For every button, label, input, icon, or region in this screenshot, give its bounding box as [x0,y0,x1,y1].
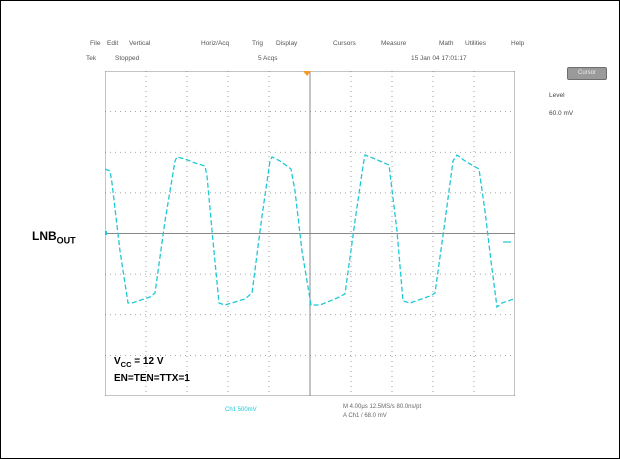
ground-level-marker [105,231,107,235]
trigger-readout: A Ch1 / 68.0 mV [343,413,387,419]
ch1-waveform [105,154,515,309]
menu-display[interactable]: Display [276,40,298,47]
menu-utilities[interactable]: Utilities [465,40,486,47]
acq-count: 5 Acqs [258,55,278,62]
menu-vertical[interactable]: Vertical [129,40,151,47]
menu-measure[interactable]: Measure [381,40,407,47]
menu-file[interactable]: File [90,40,101,47]
graticule [105,71,515,396]
level-label: Level [549,92,565,99]
enables-annotation: EN=TEN=TTX=1 [114,373,190,384]
menu-bar: File Edit Vertical Horiz/Acq Trig Displa… [90,40,560,52]
timebase-readout: M 4.00μs 12.5MS/s 80.0ns/pt [343,404,422,410]
menu-horiz-acq[interactable]: Horiz/Acq [201,40,230,47]
level-value: 60.0 mV [549,110,574,117]
menu-help[interactable]: Help [511,40,525,47]
menu-cursors[interactable]: Cursors [333,40,356,47]
tek-logo-text: Tek [86,55,97,62]
run-state: Stopped [115,55,140,62]
waveform-label: LNBOUT [32,229,76,246]
channel-scale-readout: Ch1 500mV [225,407,257,413]
scope-screen [105,71,515,396]
menu-trig[interactable]: Trig [252,40,263,47]
trigger-position-marker [302,71,312,76]
menu-edit[interactable]: Edit [107,40,119,47]
menu-math[interactable]: Math [439,40,454,47]
timestamp: 15 Jan 04 17:01:17 [411,55,467,62]
cursor-button[interactable]: Cursor [567,67,607,80]
vcc-annotation: VCC = 12 V [114,356,164,369]
